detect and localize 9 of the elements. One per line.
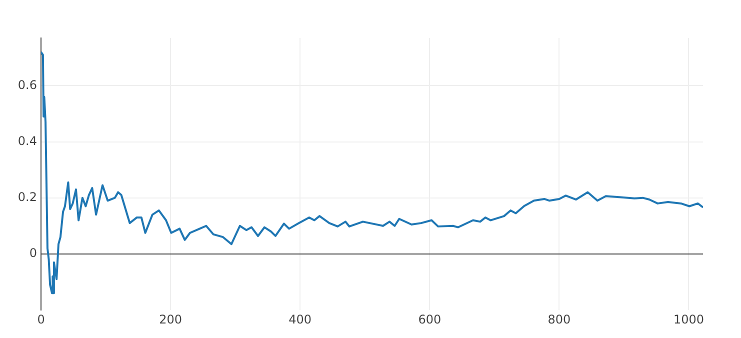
y-tick-label: 0.6 [18,78,37,92]
x-tick-label: 800 [548,312,571,326]
y-tick-label: 0.4 [18,134,37,148]
y-tick-label: 0 [29,246,37,260]
y-tick-label: 0.2 [18,190,37,204]
x-tick-label: 1000 [673,312,704,326]
x-tick-label: 600 [418,312,442,326]
x-tick-label: 200 [159,312,182,326]
x-tick-label: 400 [288,312,312,326]
